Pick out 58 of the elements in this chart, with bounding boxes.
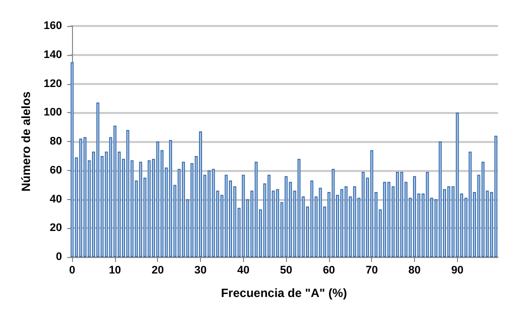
- y-tick-label: 60: [50, 164, 62, 176]
- x-tick-label: 90: [451, 264, 464, 276]
- bar: [148, 160, 151, 257]
- bar: [362, 172, 365, 257]
- bar: [182, 162, 185, 257]
- bar: [318, 188, 322, 257]
- bar: [224, 174, 228, 257]
- bar: [426, 172, 429, 257]
- y-tick-label: 0: [56, 251, 62, 263]
- bar: [254, 162, 258, 257]
- bar: [199, 131, 202, 257]
- bar: [310, 180, 314, 257]
- x-tick-label: 50: [280, 264, 292, 276]
- x-tick-label: 10: [108, 264, 122, 276]
- y-tick-label: 100: [44, 106, 62, 119]
- y-tick-label: 140: [44, 48, 62, 61]
- bar: [208, 170, 211, 257]
- y-axis-title: Número de alelos: [19, 91, 33, 192]
- x-tick-label: 80: [408, 264, 421, 276]
- y-tick-label: 120: [44, 78, 62, 90]
- bar: [468, 152, 472, 257]
- bar: [139, 162, 142, 257]
- bar: [126, 130, 130, 257]
- bar: [113, 126, 116, 257]
- bar: [284, 176, 288, 257]
- bar: [456, 112, 459, 257]
- x-tick-label: 20: [152, 264, 164, 276]
- x-tick-label: 60: [322, 264, 336, 276]
- bar: [276, 189, 280, 257]
- bar: [413, 176, 416, 257]
- bar: [340, 189, 344, 257]
- bar: [387, 182, 390, 257]
- bar: [344, 186, 348, 257]
- bar: [447, 186, 450, 257]
- bar: [494, 136, 498, 257]
- bar: [156, 142, 160, 257]
- x-axis-title: Frecuencia de "A" (%): [220, 286, 348, 300]
- y-tick-label: 160: [44, 20, 62, 32]
- bar: [70, 62, 74, 257]
- bar: [212, 168, 215, 257]
- bar: [400, 172, 404, 257]
- x-tick-label: 0: [69, 264, 76, 276]
- bar: [96, 102, 100, 257]
- x-tick-label: 70: [366, 264, 378, 276]
- bar: [353, 186, 356, 257]
- x-tick-label: 40: [237, 264, 250, 276]
- bar: [242, 174, 245, 257]
- bar: [396, 172, 399, 257]
- bar: [370, 150, 374, 257]
- y-tick-label: 80: [50, 136, 62, 148]
- bar: [383, 182, 386, 257]
- y-tick-label: 20: [50, 222, 62, 234]
- bar: [169, 140, 172, 257]
- bar: [332, 168, 335, 257]
- y-tick-label: 40: [50, 193, 62, 206]
- x-tick-label: 30: [194, 264, 207, 276]
- bar: [438, 142, 442, 257]
- bar: [79, 138, 82, 257]
